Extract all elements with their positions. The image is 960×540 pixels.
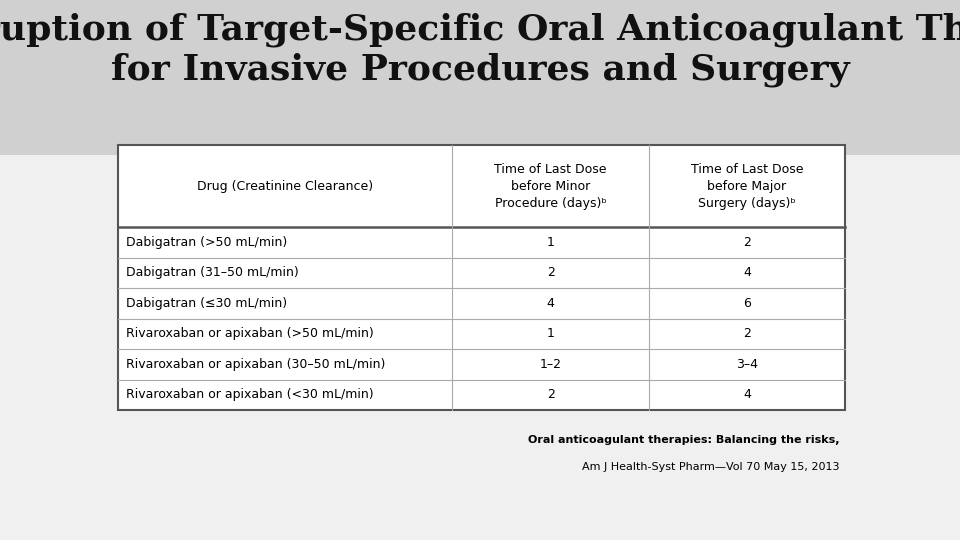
- Text: 1: 1: [546, 236, 555, 249]
- Text: Drug (Creatinine Clearance): Drug (Creatinine Clearance): [197, 180, 373, 193]
- Text: Time of Last Dose
before Major
Surgery (days)ᵇ: Time of Last Dose before Major Surgery (…: [690, 163, 804, 210]
- Text: Am J Health-Syst Pharm—Vol 70 May 15, 2013: Am J Health-Syst Pharm—Vol 70 May 15, 20…: [583, 462, 840, 472]
- Text: Dabigatran (≤30 mL/min): Dabigatran (≤30 mL/min): [126, 297, 287, 310]
- Text: 2: 2: [743, 327, 751, 340]
- Text: Time of Last Dose
before Minor
Procedure (days)ᵇ: Time of Last Dose before Minor Procedure…: [494, 163, 607, 210]
- Text: 4: 4: [743, 266, 751, 279]
- Text: Rivaroxaban or apixaban (30–50 mL/min): Rivaroxaban or apixaban (30–50 mL/min): [126, 358, 385, 371]
- Text: Dabigatran (>50 mL/min): Dabigatran (>50 mL/min): [126, 236, 287, 249]
- Text: Interruption of Target-Specific Oral Anticoagulant Therapy: Interruption of Target-Specific Oral Ant…: [0, 13, 960, 47]
- Text: 2: 2: [743, 236, 751, 249]
- Text: 1–2: 1–2: [540, 358, 562, 371]
- Bar: [0, 155, 960, 540]
- Bar: [118, 145, 845, 410]
- Text: 2: 2: [546, 388, 555, 401]
- Text: Dabigatran (31–50 mL/min): Dabigatran (31–50 mL/min): [126, 266, 299, 279]
- Text: Rivaroxaban or apixaban (<30 mL/min): Rivaroxaban or apixaban (<30 mL/min): [126, 388, 373, 401]
- Text: 4: 4: [743, 388, 751, 401]
- Text: 1: 1: [546, 327, 555, 340]
- Text: 3–4: 3–4: [736, 358, 757, 371]
- Text: for Invasive Procedures and Surgery: for Invasive Procedures and Surgery: [110, 53, 850, 87]
- Text: Rivaroxaban or apixaban (>50 mL/min): Rivaroxaban or apixaban (>50 mL/min): [126, 327, 373, 340]
- Text: 4: 4: [546, 297, 555, 310]
- Bar: [0, 0, 960, 155]
- Text: Oral anticoagulant therapies: Balancing the risks,: Oral anticoagulant therapies: Balancing …: [529, 435, 840, 445]
- Text: 2: 2: [546, 266, 555, 279]
- Text: 6: 6: [743, 297, 751, 310]
